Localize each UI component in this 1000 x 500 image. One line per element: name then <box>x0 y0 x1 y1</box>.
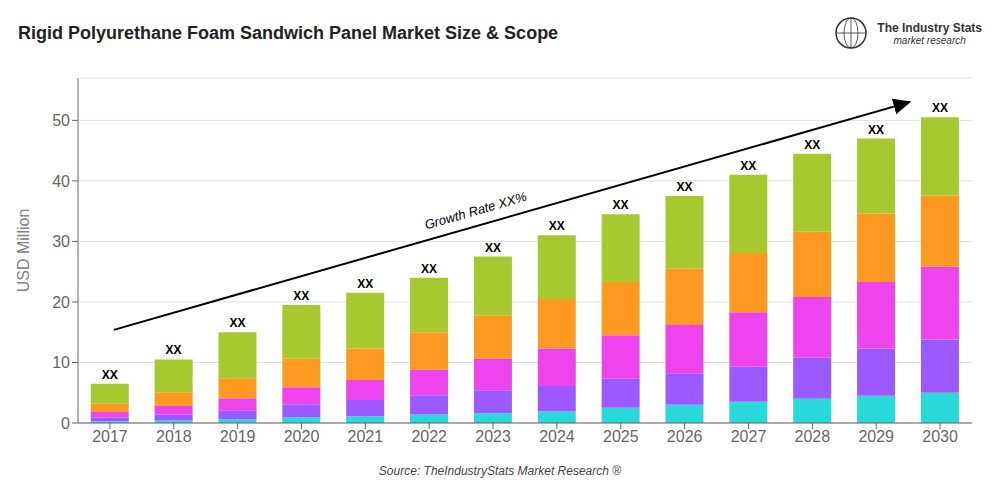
svg-text:30: 30 <box>52 233 70 250</box>
svg-text:2022: 2022 <box>411 428 447 445</box>
html-text:The Industry Stats: The Industry Stats <box>877 20 982 35</box>
svg-text:2019: 2019 <box>220 428 256 445</box>
svg-text:2018: 2018 <box>156 428 192 445</box>
svg-text:XX: XX <box>549 219 565 233</box>
svg-text:XX: XX <box>293 289 309 303</box>
svg-text:XX: XX <box>932 101 948 115</box>
svg-text:10: 10 <box>52 354 70 371</box>
svg-text:2027: 2027 <box>731 428 767 445</box>
svg-text:XX: XX <box>357 277 373 291</box>
svg-text:XX: XX <box>421 262 437 276</box>
svg-text:2024: 2024 <box>539 428 575 445</box>
svg-text:XX: XX <box>613 198 629 212</box>
svg-text:2023: 2023 <box>475 428 511 445</box>
svg-text:Growth Rate XX%: Growth Rate XX% <box>423 189 529 232</box>
svg-text:2020: 2020 <box>284 428 320 445</box>
svg-text:XX: XX <box>868 123 884 137</box>
svg-text:20: 20 <box>52 294 70 311</box>
svg-text:2021: 2021 <box>348 428 384 445</box>
svg-text:XX: XX <box>166 343 182 357</box>
svg-text:40: 40 <box>52 173 70 190</box>
svg-text:0: 0 <box>61 415 70 432</box>
svg-text:2028: 2028 <box>795 428 831 445</box>
svg-text:50: 50 <box>52 112 70 129</box>
svg-text:XX: XX <box>676 180 692 194</box>
svg-text:XX: XX <box>485 241 501 255</box>
html-text:Source: TheIndustryStats Marke: Source: TheIndustryStats Market Research… <box>378 464 622 478</box>
svg-text:2026: 2026 <box>667 428 703 445</box>
svg-text:XX: XX <box>740 159 756 173</box>
svg-text:XX: XX <box>102 368 118 382</box>
svg-text:2017: 2017 <box>92 428 128 445</box>
svg-text:USD Million: USD Million <box>15 209 32 293</box>
html-text:market research: market research <box>893 34 966 46</box>
svg-text:2025: 2025 <box>603 428 639 445</box>
svg-text:XX: XX <box>229 316 245 330</box>
svg-text:2030: 2030 <box>922 428 958 445</box>
html-text:Rigid Polyurethane Foam Sandwi: Rigid Polyurethane Foam Sandwich Panel M… <box>18 22 559 43</box>
svg-text:2029: 2029 <box>858 428 894 445</box>
svg-text:XX: XX <box>804 138 820 152</box>
